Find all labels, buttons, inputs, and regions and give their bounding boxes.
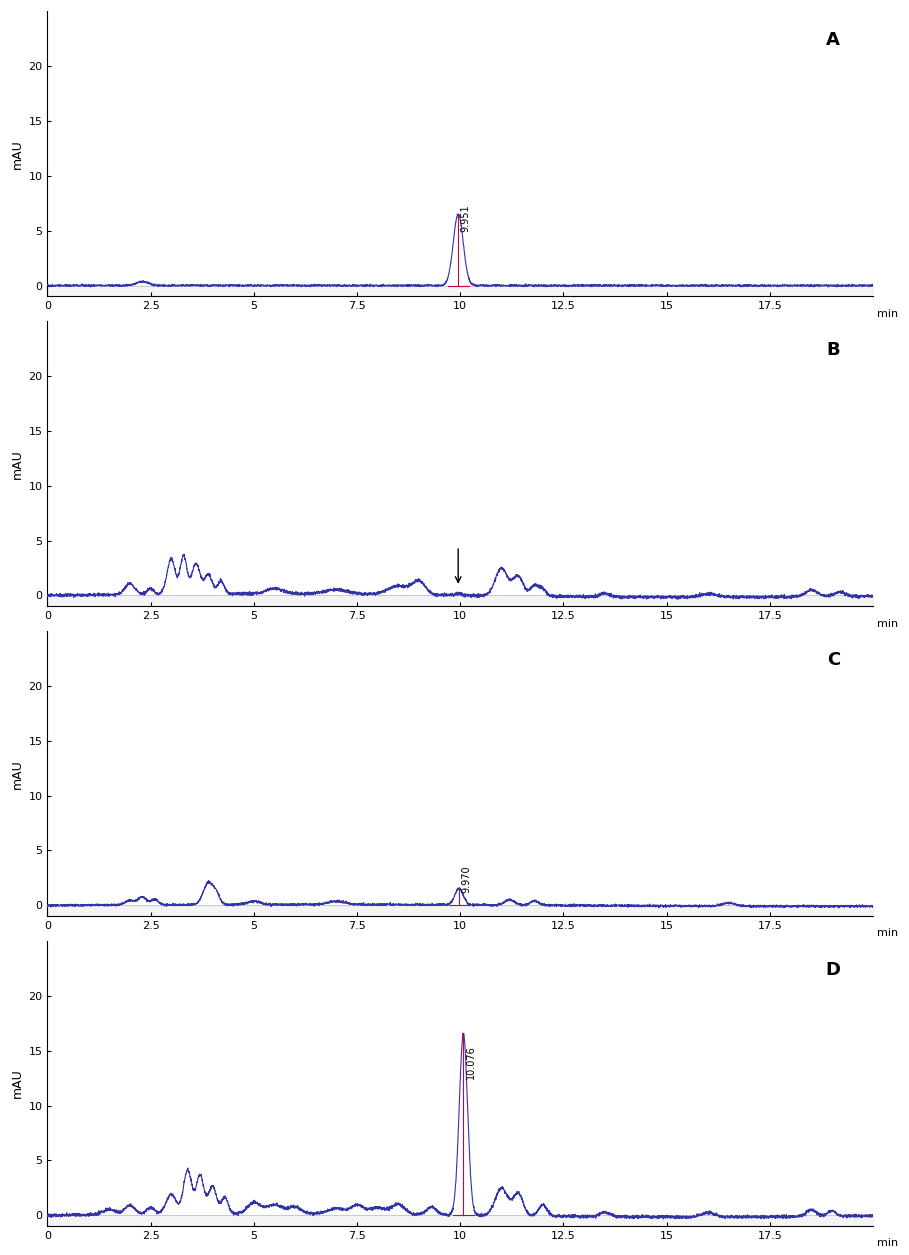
Y-axis label: mAU: mAU: [11, 449, 25, 478]
Text: D: D: [825, 961, 840, 979]
Y-axis label: mAU: mAU: [11, 759, 25, 788]
Text: B: B: [826, 341, 840, 359]
Y-axis label: mAU: mAU: [11, 139, 25, 168]
Text: min: min: [877, 929, 898, 939]
Y-axis label: mAU: mAU: [11, 1069, 25, 1098]
Text: 9.970: 9.970: [461, 866, 471, 894]
Text: min: min: [877, 309, 898, 319]
Text: 9.951: 9.951: [460, 205, 470, 232]
Text: min: min: [877, 619, 898, 629]
Text: min: min: [877, 1239, 898, 1249]
Text: A: A: [826, 31, 840, 49]
Text: C: C: [827, 651, 840, 669]
Text: 10.076: 10.076: [465, 1045, 475, 1079]
